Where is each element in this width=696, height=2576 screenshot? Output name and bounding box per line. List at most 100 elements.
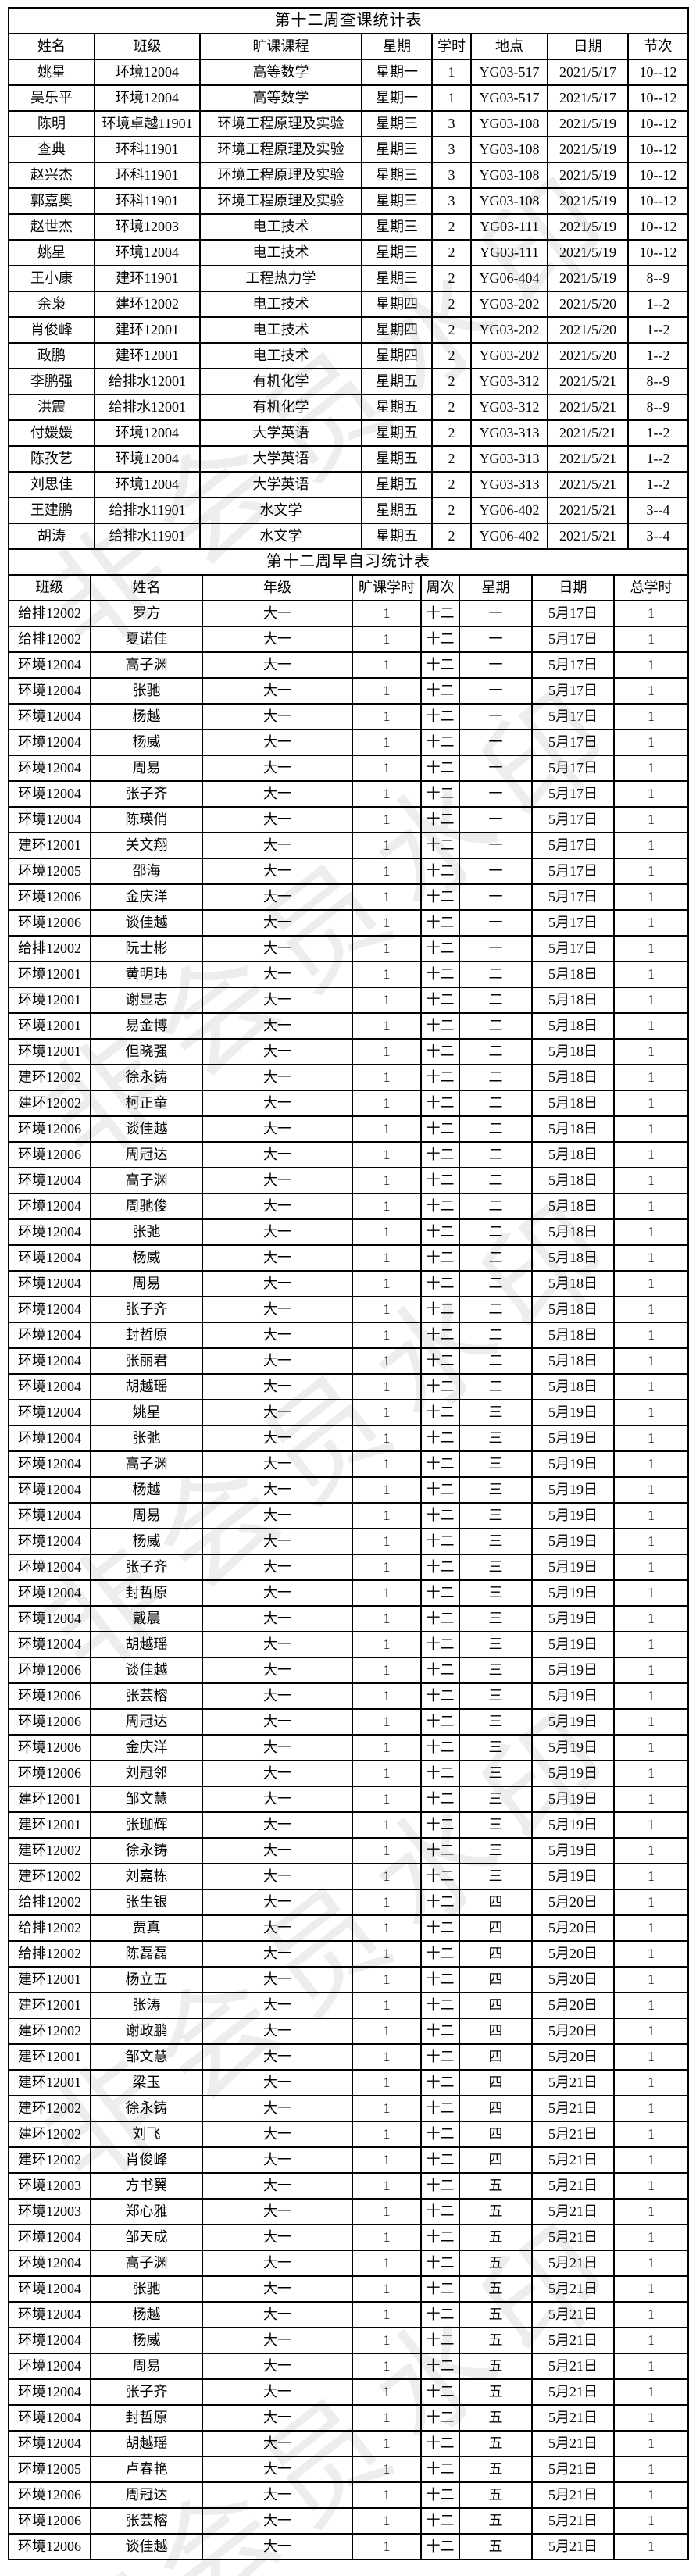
- table-cell: 大一: [202, 703, 353, 730]
- table-cell: 十二: [420, 2378, 460, 2406]
- table-cell: 环境12005: [8, 858, 91, 885]
- table-cell: 三: [459, 1682, 533, 1710]
- table-row: 建环12002 徐永铸 大一 1 十二三 5月19日 1: [8, 1837, 689, 1864]
- table-cell: 十二: [420, 2198, 460, 2225]
- table-cell: 建环12001: [8, 1786, 91, 1813]
- table-cell: 方书翼: [90, 2172, 203, 2200]
- table-row: 建环12002 徐永铸 大一 1 十二二 5月18日 1: [8, 1064, 689, 1091]
- table-cell: 环境12004: [94, 239, 201, 266]
- table-cell: 二: [459, 1322, 533, 1349]
- table-cell: 环境12004: [94, 471, 201, 498]
- table-cell: 星期四: [361, 342, 433, 369]
- table-cell: 5月17日: [531, 780, 615, 808]
- table-cell: 五: [459, 2327, 533, 2354]
- table-cell: 罗方: [90, 600, 203, 627]
- table-cell: 环境12006: [8, 1115, 91, 1143]
- table-cell: 3: [431, 136, 472, 163]
- table-cell: 十二: [420, 1167, 460, 1194]
- table-cell: 1: [352, 1657, 422, 1684]
- table-cell: 十二: [420, 1631, 460, 1658]
- table-cell: 1: [352, 1734, 422, 1761]
- table-cell: 环境12004: [8, 2224, 91, 2251]
- table-row: 环境12006 谈佳越 大一 1 十二五 5月21日 1: [8, 2533, 689, 2560]
- table-cell: 电工技术: [199, 316, 362, 344]
- table-cell: 张生银: [90, 1889, 203, 1916]
- table-cell: 大一: [202, 961, 353, 988]
- table-cell: 杨越: [90, 703, 203, 730]
- table-cell: 星期五: [361, 523, 433, 550]
- table-cell: 张驰: [90, 2275, 203, 2303]
- table-cell: 大一: [202, 1270, 353, 1297]
- table-cell: 1: [352, 2481, 422, 2509]
- table-cell: 十二: [420, 780, 460, 808]
- table-cell: 1: [352, 2198, 422, 2225]
- table-cell: 1: [352, 1940, 422, 1968]
- table-cell: 1: [352, 651, 422, 679]
- table-cell: 大一: [202, 780, 353, 808]
- table-cell: 建环12001: [8, 2069, 91, 2096]
- table-cell: 三: [459, 1450, 533, 1478]
- table-cell: 杨威: [90, 1528, 203, 1555]
- table-cell: 三: [459, 1605, 533, 1632]
- table-cell: 大一: [202, 1425, 353, 1452]
- table-cell: 徐永铸: [90, 1064, 203, 1091]
- table-cell: 四: [459, 2095, 533, 2122]
- table-row: 环境12004 张子齐 大一 1 十二一 5月17日 1: [8, 780, 689, 808]
- table-row: 环境12004 张子齐 大一 1 十二三 5月19日 1: [8, 1554, 689, 1581]
- table-cell: 张子齐: [90, 2378, 203, 2406]
- table-row: 建环12002 徐永铸 大一 1 十二四 5月21日 1: [8, 2095, 689, 2122]
- table-cell: 王小康: [8, 265, 95, 292]
- table-row: 建环12002 肖俊峰 大一 1 十二四 5月21日 1: [8, 2146, 689, 2174]
- table-cell: 一: [459, 626, 533, 653]
- table-cell: 1: [352, 858, 422, 885]
- table-cell: 高子渊: [90, 2250, 203, 2277]
- table-cell: 1: [352, 1322, 422, 1349]
- table-cell: 2021/5/21: [547, 445, 629, 473]
- table-cell: 1: [352, 626, 422, 653]
- table-cell: 环境工程原理及实验: [199, 136, 362, 163]
- column-header: 星期: [361, 33, 433, 60]
- table-cell: 5月21日: [531, 2481, 615, 2509]
- table-cell: 十二: [420, 987, 460, 1014]
- table-row: 给排12002 陈磊磊 大一 1 十二四 5月20日 1: [8, 1940, 689, 1968]
- table-cell: 十二: [420, 1579, 460, 1607]
- table-cell: 1: [352, 1450, 422, 1478]
- table-cell: 十二: [420, 1322, 460, 1349]
- table-cell: 二: [459, 1141, 533, 1168]
- column-header: 周次: [420, 574, 460, 601]
- table-cell: 高子渊: [90, 1450, 203, 1478]
- table-cell: 1: [613, 1966, 689, 1993]
- table-cell: 1: [352, 2146, 422, 2174]
- table-cell: 2: [431, 239, 472, 266]
- table-cell: 四: [459, 2018, 533, 2045]
- table-cell: 环境12004: [8, 2378, 91, 2406]
- table-cell: 四: [459, 1889, 533, 1916]
- table-row: 建环12002 刘飞 大一 1 十二四 5月21日 1: [8, 2121, 689, 2148]
- table-cell: 5月19日: [531, 1579, 615, 1607]
- table-cell: 1: [352, 2250, 422, 2277]
- table-cell: 大一: [202, 2250, 353, 2277]
- table-cell: 2: [431, 419, 472, 447]
- table-row: 洪震 给排水12001 有机化学 星期五 2 YG03-312 2021/5/21 8--9: [8, 394, 689, 421]
- table-cell: 5月18日: [531, 1193, 615, 1220]
- table-cell: 8--9: [627, 394, 689, 421]
- table-cell: 十二: [420, 2430, 460, 2457]
- table-row: 建环12002 柯正童 大一 1 十二二 5月18日 1: [8, 1090, 689, 1117]
- table-cell: 建环12002: [8, 2018, 91, 2045]
- table-cell: 5月17日: [531, 832, 615, 859]
- table-cell: 三: [459, 1579, 533, 1607]
- table-cell: 1--2: [627, 419, 689, 447]
- table-cell: 卢春艳: [90, 2456, 203, 2483]
- table-cell: 谢显志: [90, 987, 203, 1014]
- table-cell: 大一: [202, 2327, 353, 2354]
- table-row: 环境12004 高子渊 大一 1 十二五 5月21日 1: [8, 2250, 689, 2277]
- table-row: 环境12006 金庆洋 大一 1 十二一 5月17日 1: [8, 883, 689, 911]
- table-cell: 大学英语: [199, 445, 362, 473]
- table-cell: 5月21日: [531, 2069, 615, 2096]
- table-cell: 2: [431, 368, 472, 395]
- table-cell: 1: [352, 2533, 422, 2560]
- table-cell: 大一: [202, 1940, 353, 1968]
- table-cell: 环境工程原理及实验: [199, 110, 362, 137]
- table-cell: 星期三: [361, 265, 433, 292]
- table-cell: 5月21日: [531, 2430, 615, 2457]
